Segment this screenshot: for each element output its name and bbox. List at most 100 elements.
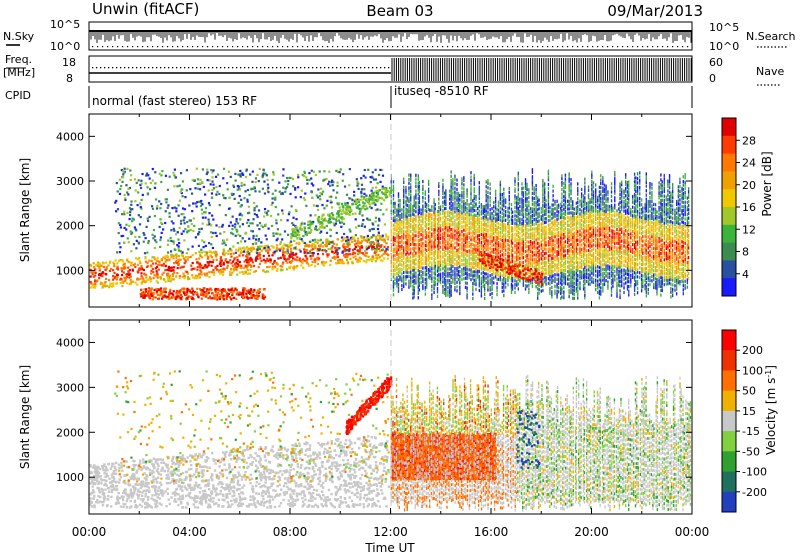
power-cell xyxy=(277,257,280,260)
power-cell xyxy=(466,198,468,203)
power-cell xyxy=(392,189,395,194)
power-cell xyxy=(459,265,461,269)
power-cell xyxy=(390,221,392,225)
power-cell xyxy=(494,259,497,263)
power-cell xyxy=(362,260,366,263)
power-cell xyxy=(349,236,353,240)
power-cell xyxy=(396,208,398,212)
power-cell xyxy=(385,188,388,191)
power-cell xyxy=(176,272,179,275)
power-cell xyxy=(362,207,365,210)
power-cell xyxy=(95,263,98,266)
power-cell xyxy=(312,184,315,187)
power-cell xyxy=(470,188,472,193)
power-cell xyxy=(412,276,414,280)
power-cell xyxy=(461,190,463,194)
power-cell xyxy=(123,226,126,230)
power-cell xyxy=(433,201,435,205)
power-cell xyxy=(417,296,420,300)
power-cell xyxy=(182,230,185,233)
power-cell xyxy=(94,268,97,271)
power-cell xyxy=(473,180,475,184)
power-cell xyxy=(434,252,436,256)
power-cell xyxy=(225,290,228,294)
power-cell xyxy=(118,192,122,196)
power-cell xyxy=(456,260,458,264)
power-cell xyxy=(475,204,477,208)
power-cell xyxy=(125,223,128,226)
power-cell xyxy=(417,230,420,235)
power-cell xyxy=(412,207,414,211)
nsearch-sample xyxy=(132,46,134,48)
power-cell xyxy=(227,288,230,291)
power-cell xyxy=(252,246,255,249)
power-cell xyxy=(288,267,291,270)
power-cell xyxy=(375,189,378,193)
power-cell xyxy=(222,294,225,297)
power-cell xyxy=(294,231,297,234)
power-cell xyxy=(403,270,405,275)
power-cell xyxy=(231,260,235,263)
power-cell xyxy=(210,288,213,292)
power-cell xyxy=(184,270,187,273)
nsearch-sample xyxy=(642,46,644,48)
power-cell xyxy=(497,236,500,240)
power-cell xyxy=(341,216,344,219)
power-cell xyxy=(454,200,456,204)
power-cell xyxy=(280,219,283,222)
power-cell xyxy=(98,277,101,280)
power-cell xyxy=(177,260,180,263)
power-cell xyxy=(337,203,340,206)
power-cell xyxy=(340,259,344,262)
power-cell xyxy=(223,254,226,257)
power-cell xyxy=(176,261,179,264)
power-cell xyxy=(289,253,292,256)
power-cell xyxy=(236,258,239,262)
power-cell xyxy=(438,220,440,224)
power-cell xyxy=(273,259,276,263)
power-cell xyxy=(482,227,484,231)
power-cell xyxy=(408,228,410,232)
power-cell xyxy=(151,233,154,236)
power-cell xyxy=(447,290,449,294)
power-cell xyxy=(158,294,162,297)
power-cell xyxy=(459,209,461,213)
power-cell xyxy=(433,237,435,241)
power-cell xyxy=(238,271,241,274)
power-cell xyxy=(232,245,235,248)
power-cell xyxy=(105,266,108,269)
power-cell xyxy=(278,249,282,252)
nsearch-sample xyxy=(292,46,294,48)
power-cell xyxy=(208,271,211,274)
power-cell xyxy=(107,264,110,267)
power-cell xyxy=(397,252,400,257)
power-cell xyxy=(170,266,174,269)
power-cell xyxy=(434,207,436,211)
power-cell xyxy=(397,192,400,196)
power-cell xyxy=(94,271,97,274)
nave-sample xyxy=(172,67,174,69)
power-cell xyxy=(466,261,468,265)
power-cell xyxy=(417,227,420,231)
power-cell xyxy=(494,223,497,228)
power-cell xyxy=(412,227,414,231)
power-cell xyxy=(158,200,161,203)
power-cell xyxy=(399,231,401,235)
power-cell xyxy=(459,202,461,207)
power-cell xyxy=(496,273,498,277)
power-cell xyxy=(145,225,148,229)
power-cell xyxy=(406,215,408,219)
power-cell xyxy=(327,248,330,251)
power-cell xyxy=(171,269,174,272)
power-cell xyxy=(442,260,444,264)
power-cell xyxy=(121,180,124,184)
power-cell xyxy=(412,232,414,236)
nsearch-sample xyxy=(662,46,664,48)
power-cell xyxy=(403,205,405,209)
power-cell xyxy=(464,205,467,209)
power-cell xyxy=(422,261,424,266)
power-cell xyxy=(427,187,430,191)
power-cell xyxy=(470,221,472,225)
power-cell xyxy=(448,210,451,215)
power-cell xyxy=(92,275,95,278)
